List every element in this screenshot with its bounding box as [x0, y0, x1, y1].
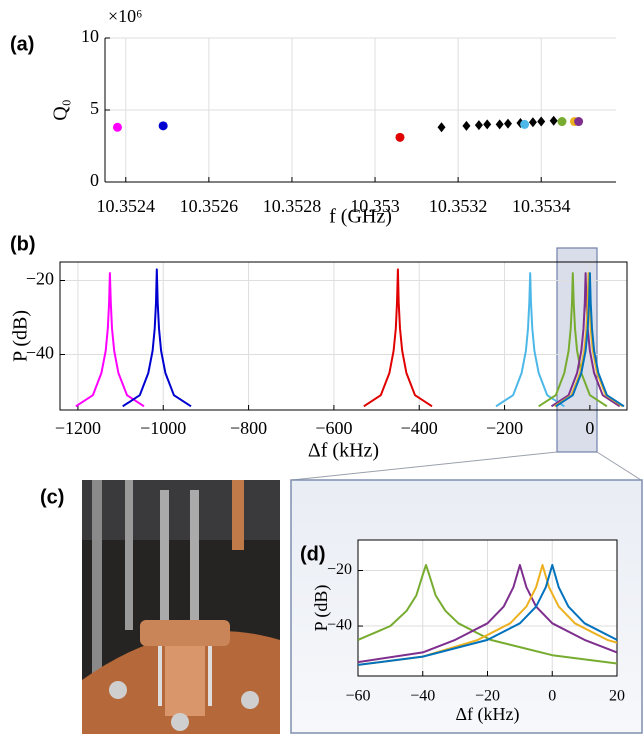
y-axis-label: Q₀ [50, 99, 72, 120]
marker [112, 122, 122, 132]
curve [495, 272, 565, 408]
marker [474, 120, 483, 131]
marker [462, 120, 471, 131]
x-tick-label: −800 [230, 418, 267, 438]
curve [555, 272, 625, 408]
plot-area [358, 564, 617, 666]
marker [437, 122, 446, 133]
x-tick-label: −60 [345, 688, 370, 705]
panel-label: (c) [40, 486, 64, 508]
marker [483, 119, 492, 130]
x-tick-label: 10.3524 [97, 196, 156, 216]
x-axis-label: Δf (kHz) [308, 440, 379, 462]
curve [358, 564, 617, 666]
curve [358, 564, 617, 666]
marker [158, 121, 168, 131]
plot: 10.3524 10.3526 10.3528 10.353 10.3532 10.353… [81, 26, 616, 216]
marker [537, 116, 546, 127]
x-tick-label: −40 [410, 688, 435, 705]
panel-label: (b) [10, 233, 36, 255]
x-tick-label: −600 [315, 418, 352, 438]
curve [550, 272, 621, 408]
zoom-line [596, 451, 642, 481]
axes-box [357, 539, 618, 677]
x-tick-label: −20 [475, 688, 500, 705]
x-tick-label: 0 [585, 418, 594, 438]
x-tick-label: 10.353 [350, 196, 400, 216]
x-tick-label: −1200 [55, 418, 101, 438]
curve [553, 272, 624, 408]
axis-multiplier: ×10⁶ [108, 6, 142, 26]
plot-area [75, 268, 625, 408]
plot: −60 −40 −20 0 20 −40 −20 [327, 539, 625, 705]
x-tick-label: −1000 [140, 418, 186, 438]
x-tick-label: −200 [486, 418, 523, 438]
x-axis-label: Δf (kHz) [455, 704, 519, 725]
y-tick-label: 0 [90, 170, 99, 190]
y-axis-label: P (dB) [10, 310, 32, 362]
x-tick-label: 0 [548, 688, 556, 705]
y-tick-label: −40 [26, 343, 54, 363]
x-tick-label: 10.3528 [263, 196, 322, 216]
curve [358, 564, 617, 665]
curve [122, 268, 192, 408]
marker [557, 117, 567, 127]
x-tick-label: 10.3526 [180, 196, 239, 216]
panel-label: (d) [300, 543, 326, 565]
x-tick-label: 20 [609, 688, 625, 705]
marker [574, 117, 584, 127]
marker [395, 132, 405, 142]
marker [503, 118, 512, 129]
y-tick-label: 5 [90, 98, 99, 118]
zoom-line [291, 451, 558, 481]
plot: −1200 −1000 −800 −600 −400 −200 0 −40 −20 [26, 261, 628, 438]
curve [363, 268, 433, 408]
x-tick-label: −400 [401, 418, 438, 438]
y-axis-label: P (dB) [311, 585, 332, 632]
axes-box [59, 261, 628, 411]
y-tick-label: −40 [327, 617, 352, 634]
curve [75, 272, 145, 408]
marker [520, 119, 530, 129]
curve [358, 564, 617, 664]
x-tick-label: 10.3532 [429, 196, 488, 216]
x-axis-label: f (GHz) [329, 206, 392, 228]
x-tick-label: 10.3534 [512, 196, 571, 216]
y-tick-label: −20 [26, 269, 54, 289]
y-tick-label: −20 [327, 561, 352, 578]
photo [82, 480, 280, 734]
y-tick-label: 10 [81, 26, 99, 46]
marker [495, 119, 504, 130]
marker [528, 117, 537, 128]
marker [549, 115, 558, 126]
panel-label: (a) [10, 33, 34, 55]
